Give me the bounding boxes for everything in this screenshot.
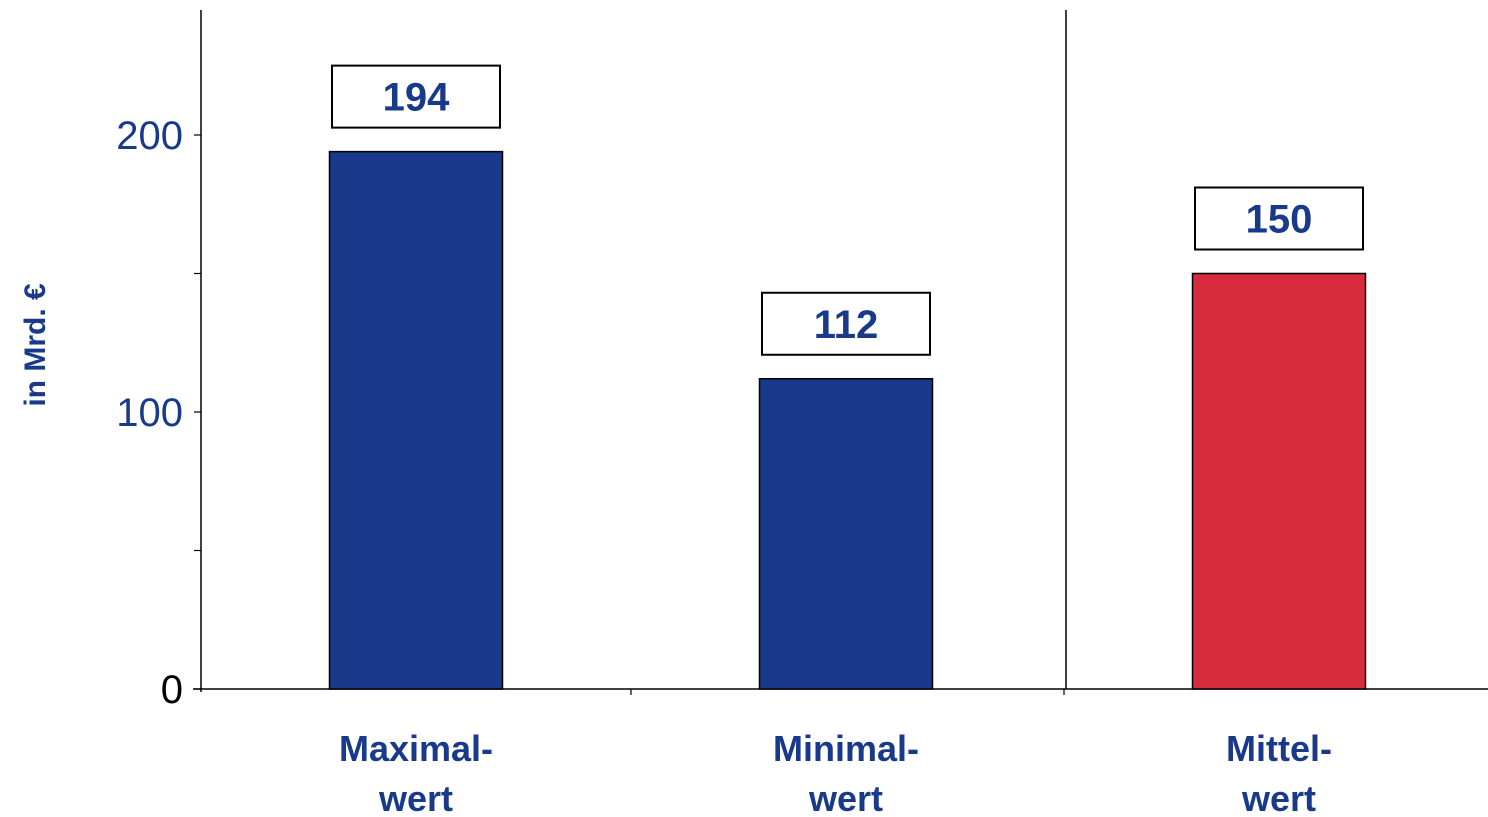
axes: 0 100 200 in Mrd. €	[19, 10, 1488, 712]
value-label-box	[1194, 186, 1364, 251]
value-label: 112	[814, 303, 879, 347]
y-tick-label: 0	[161, 668, 183, 712]
category-label: Minimal-	[773, 728, 919, 769]
bar	[328, 150, 504, 690]
value-label: 194	[383, 76, 450, 120]
value-label: 150	[1246, 198, 1313, 242]
category-label: wert	[378, 778, 453, 817]
bars	[328, 150, 1367, 690]
y-tick-label: 100	[116, 391, 183, 435]
bar	[1191, 272, 1367, 690]
y-axis-title: in Mrd. €	[19, 283, 52, 407]
y-tick-label: 200	[116, 114, 183, 158]
category-label: wert	[1241, 778, 1316, 817]
category-label: Maximal-	[339, 728, 493, 769]
value-label-box	[331, 64, 501, 129]
labels: 194 Maximal-wert 112 Minimal-wert 150 Mittel-…	[331, 64, 1364, 817]
category-label: wert	[808, 778, 883, 817]
category-label: Mittel-	[1226, 728, 1332, 769]
value-label-box	[761, 291, 931, 356]
bar	[758, 378, 934, 690]
